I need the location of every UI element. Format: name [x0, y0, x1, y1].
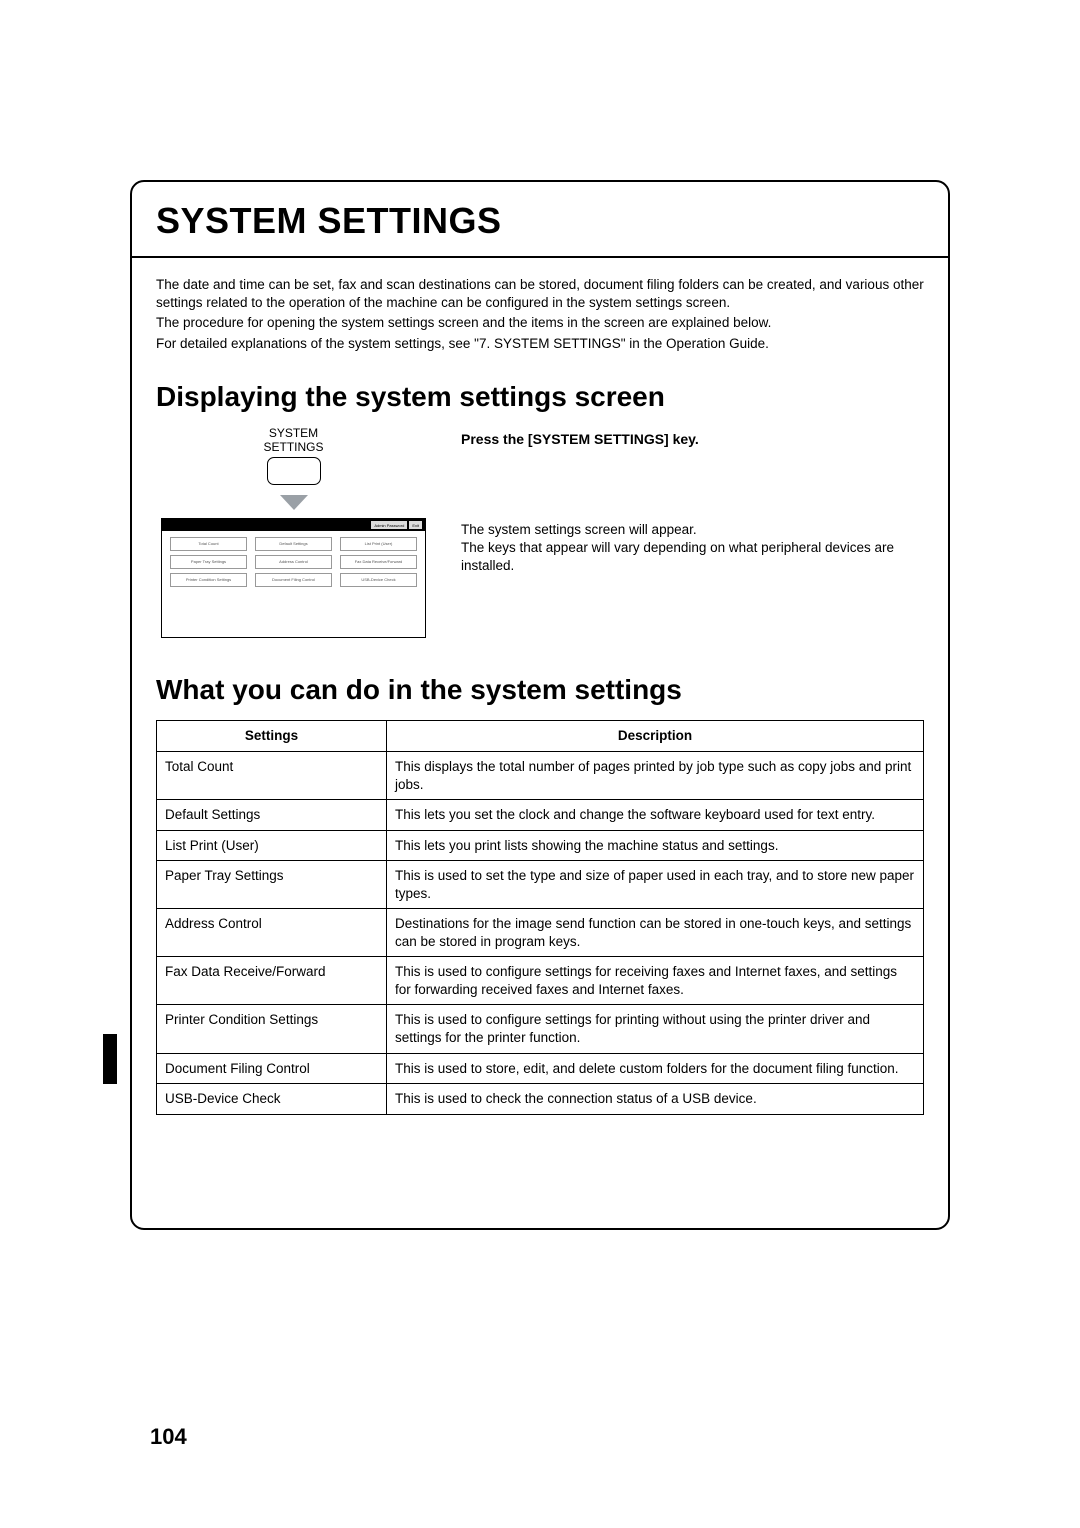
step-heading: Press the [SYSTEM SETTINGS] key. — [461, 431, 924, 447]
setting-name: Address Control — [157, 909, 387, 957]
mock-button: Printer Condition Settings — [170, 573, 247, 587]
page-frame: SYSTEM SETTINGS The date and time can be… — [130, 180, 950, 1230]
mock-button: Default Settings — [255, 537, 332, 551]
setting-name: USB-Device Check — [157, 1084, 387, 1115]
screen-body: Total Count Default Settings List Print … — [162, 531, 425, 637]
setting-description: This is used to set the type and size of… — [387, 861, 924, 909]
step-desc-line: The keys that appear will vary depending… — [461, 539, 924, 575]
mock-button: Address Control — [255, 555, 332, 569]
table-row: Total Count This displays the total numb… — [157, 752, 924, 800]
screen-mock: Admin Password Exit Total Count Default … — [161, 518, 426, 638]
setting-description: This lets you set the clock and change t… — [387, 800, 924, 831]
section-heading: Displaying the system settings screen — [156, 381, 924, 413]
intro-paragraph: The date and time can be set, fax and sc… — [156, 276, 924, 312]
setting-description: This displays the total number of pages … — [387, 752, 924, 800]
setting-name: Default Settings — [157, 800, 387, 831]
table-header-row: Settings Description — [157, 721, 924, 752]
system-settings-key-icon — [267, 457, 321, 485]
instruction-column: Press the [SYSTEM SETTINGS] key. The sys… — [461, 427, 924, 639]
section-heading: What you can do in the system settings — [156, 674, 924, 706]
key-label-line: SYSTEM — [269, 426, 318, 440]
settings-table: Settings Description Total Count This di… — [156, 720, 924, 1114]
setting-name: Paper Tray Settings — [157, 861, 387, 909]
screen-title-bar: Admin Password Exit — [162, 519, 425, 531]
page-title: SYSTEM SETTINGS — [156, 200, 924, 242]
table-row: Printer Condition Settings This is used … — [157, 1005, 924, 1053]
illustration-column: SYSTEM SETTINGS Admin Password Exit Tota… — [156, 427, 431, 639]
down-arrow-icon — [280, 495, 308, 510]
setting-name: List Print (User) — [157, 830, 387, 861]
table-row: Fax Data Receive/Forward This is used to… — [157, 957, 924, 1005]
col-description: Description — [387, 721, 924, 752]
setting-description: This is used to configure settings for r… — [387, 957, 924, 1005]
setting-name: Total Count — [157, 752, 387, 800]
setting-description: This is used to check the connection sta… — [387, 1084, 924, 1115]
table-row: Paper Tray Settings This is used to set … — [157, 861, 924, 909]
key-label: SYSTEM SETTINGS — [263, 427, 323, 455]
table-row: Document Filing Control This is used to … — [157, 1053, 924, 1084]
page-content: The date and time can be set, fax and sc… — [132, 258, 948, 1139]
side-tab — [103, 1034, 117, 1084]
table-row: List Print (User) This lets you print li… — [157, 830, 924, 861]
setting-description: This is used to configure settings for p… — [387, 1005, 924, 1053]
mock-button: Paper Tray Settings — [170, 555, 247, 569]
intro-paragraph: For detailed explanations of the system … — [156, 335, 924, 353]
mock-button: Fax Data Receive/Forward — [340, 555, 417, 569]
setting-name: Document Filing Control — [157, 1053, 387, 1084]
intro-text: The date and time can be set, fax and sc… — [156, 276, 924, 353]
table-row: Default Settings This lets you set the c… — [157, 800, 924, 831]
setting-description: Destinations for the image send function… — [387, 909, 924, 957]
display-instruction-row: SYSTEM SETTINGS Admin Password Exit Tota… — [156, 427, 924, 639]
mock-button: USB-Device Check — [340, 573, 417, 587]
manual-page: SYSTEM SETTINGS The date and time can be… — [0, 0, 1080, 1528]
admin-password-chip: Admin Password — [371, 521, 407, 529]
key-label-line: SETTINGS — [263, 440, 323, 454]
table-row: USB-Device Check This is used to check t… — [157, 1084, 924, 1115]
exit-chip: Exit — [409, 521, 422, 529]
setting-name: Fax Data Receive/Forward — [157, 957, 387, 1005]
table-row: Address Control Destinations for the ima… — [157, 909, 924, 957]
setting-description: This is used to store, edit, and delete … — [387, 1053, 924, 1084]
title-container: SYSTEM SETTINGS — [132, 182, 948, 258]
mock-button: Document Filing Control — [255, 573, 332, 587]
mock-button: Total Count — [170, 537, 247, 551]
step-description: The system settings screen will appear. … — [461, 521, 924, 576]
setting-name: Printer Condition Settings — [157, 1005, 387, 1053]
page-number: 104 — [150, 1424, 187, 1450]
step-desc-line: The system settings screen will appear. — [461, 521, 924, 539]
col-settings: Settings — [157, 721, 387, 752]
intro-paragraph: The procedure for opening the system set… — [156, 314, 924, 332]
setting-description: This lets you print lists showing the ma… — [387, 830, 924, 861]
mock-button: List Print (User) — [340, 537, 417, 551]
